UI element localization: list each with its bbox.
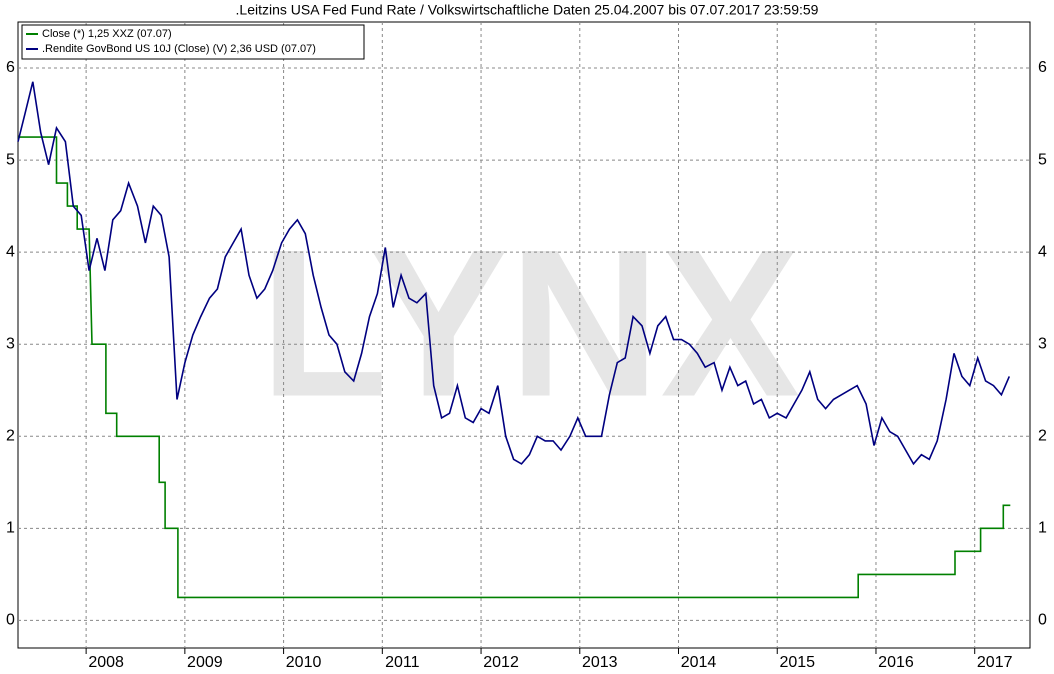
- legend-box: [21, 24, 365, 60]
- series-line: [17, 81, 1011, 466]
- x-tick-label: 2010: [286, 654, 322, 671]
- y2-tick-label: 6: [1038, 59, 1047, 76]
- x-tick-label: 2008: [88, 654, 124, 671]
- plot-frame: [17, 21, 1031, 649]
- y-tick-label: 4: [6, 243, 15, 260]
- y-tick-label: 2: [6, 427, 15, 444]
- legend-label: .Rendite GovBond US 10J (Close) (V) 2,36…: [42, 43, 316, 55]
- y-tick-label: 5: [6, 151, 15, 168]
- y2-tick-label: 1: [1038, 520, 1047, 537]
- chart-title: .Leitzins USA Fed Fund Rate / Volkswirts…: [236, 2, 819, 18]
- y-tick-label: 6: [6, 59, 15, 76]
- x-tick-label: 2017: [977, 654, 1013, 671]
- y-tick-label: 3: [6, 335, 15, 352]
- watermark: LYNX: [260, 205, 801, 440]
- x-tick-label: 2009: [187, 654, 223, 671]
- x-tick-label: 2016: [878, 654, 914, 671]
- x-tick-label: 2011: [385, 654, 420, 671]
- y2-tick-label: 2: [1038, 427, 1047, 444]
- y2-tick-label: 3: [1038, 335, 1047, 352]
- y-tick-label: 0: [6, 612, 15, 629]
- y-tick-label: 1: [6, 520, 15, 537]
- x-tick-label: 2014: [681, 654, 717, 671]
- x-tick-label: 2012: [483, 654, 519, 671]
- y2-tick-label: 5: [1038, 151, 1047, 168]
- x-tick-label: 2013: [582, 654, 618, 671]
- series-line: [18, 136, 1011, 599]
- x-tick-label: 2015: [779, 654, 815, 671]
- legend-label: Close (*) 1,25 XXZ (07.07): [42, 28, 172, 40]
- y2-tick-label: 0: [1038, 612, 1047, 629]
- y2-tick-label: 4: [1038, 243, 1047, 260]
- legend: Close (*) 1,25 XXZ (07.07) .Rendite GovBo…: [21, 24, 365, 60]
